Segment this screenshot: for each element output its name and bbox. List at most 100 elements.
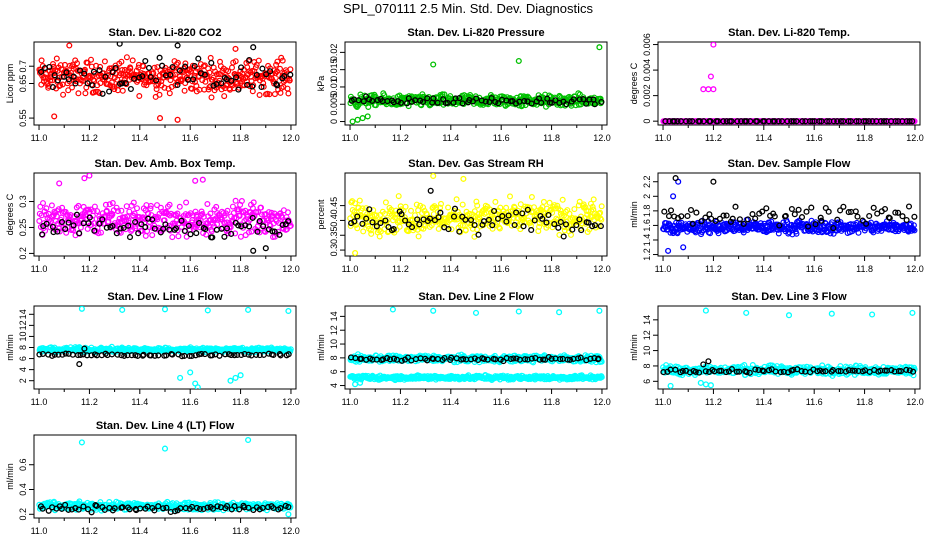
x-tick-label: 11.2 bbox=[705, 397, 722, 407]
data-point bbox=[394, 98, 401, 105]
data-point bbox=[287, 346, 294, 353]
data-point bbox=[270, 351, 277, 359]
y-tick-label: 12 bbox=[642, 330, 652, 340]
data-point bbox=[273, 61, 280, 68]
data-point bbox=[101, 58, 108, 65]
data-point bbox=[684, 212, 691, 220]
data-point bbox=[147, 73, 154, 80]
data-point bbox=[117, 225, 124, 232]
data-point bbox=[448, 226, 455, 233]
y-tick-label: 4 bbox=[329, 383, 339, 388]
data-point bbox=[830, 225, 837, 232]
data-point-outlier bbox=[227, 377, 234, 384]
data-point bbox=[401, 214, 408, 221]
data-point-outlier bbox=[81, 345, 88, 352]
data-point bbox=[140, 63, 147, 70]
y-axis-label: degrees C bbox=[5, 193, 15, 235]
data-point bbox=[95, 230, 102, 237]
data-point bbox=[365, 222, 372, 229]
data-point-outlier bbox=[177, 374, 184, 381]
data-point bbox=[385, 223, 392, 231]
data-point bbox=[576, 216, 583, 223]
data-point bbox=[206, 217, 213, 224]
y-tick-label: 10 bbox=[329, 339, 339, 349]
y-tick-label: 0.004 bbox=[642, 59, 652, 82]
data-point bbox=[771, 118, 778, 125]
data-point bbox=[803, 208, 810, 215]
data-point bbox=[582, 204, 589, 211]
x-tick-label: 11.8 bbox=[232, 133, 249, 143]
data-point bbox=[207, 83, 214, 90]
data-point bbox=[363, 215, 370, 222]
series-main bbox=[36, 42, 294, 123]
data-point-outlier bbox=[187, 369, 194, 376]
data-point bbox=[256, 91, 263, 98]
data-point bbox=[287, 66, 294, 73]
data-point bbox=[258, 83, 265, 91]
x-tick-label: 11.2 bbox=[392, 264, 409, 274]
data-point bbox=[188, 85, 195, 92]
data-point bbox=[791, 211, 798, 218]
data-point-outlier bbox=[672, 175, 679, 182]
data-point bbox=[203, 231, 210, 238]
data-point-outlier bbox=[710, 178, 717, 185]
data-point-outlier bbox=[250, 247, 257, 254]
y-tick-label: 0.4 bbox=[329, 214, 339, 227]
data-point-outlier bbox=[349, 118, 356, 125]
data-point bbox=[877, 118, 885, 125]
data-point bbox=[232, 197, 239, 204]
data-point bbox=[284, 209, 291, 216]
data-point bbox=[693, 209, 700, 216]
data-point-outlier bbox=[515, 57, 522, 65]
data-point bbox=[360, 98, 367, 105]
data-point bbox=[72, 80, 79, 87]
data-point-outlier bbox=[389, 306, 396, 313]
data-point bbox=[271, 228, 278, 235]
data-point bbox=[103, 224, 110, 231]
data-point bbox=[452, 95, 459, 102]
data-point bbox=[235, 86, 242, 93]
data-point bbox=[456, 228, 463, 235]
data-point bbox=[392, 211, 399, 218]
data-point bbox=[519, 210, 526, 217]
data-point bbox=[359, 205, 366, 212]
data-point bbox=[837, 207, 844, 214]
data-point bbox=[597, 209, 604, 216]
data-point bbox=[207, 210, 214, 217]
data-point bbox=[90, 68, 97, 75]
data-point bbox=[145, 215, 152, 222]
data-point bbox=[142, 232, 149, 239]
data-point bbox=[277, 65, 284, 72]
data-point bbox=[94, 208, 101, 215]
data-point bbox=[598, 374, 605, 381]
data-point bbox=[495, 100, 502, 107]
data-point bbox=[38, 57, 45, 64]
data-point bbox=[86, 214, 93, 221]
data-point bbox=[84, 59, 91, 66]
data-point-outlier bbox=[237, 372, 244, 379]
y-tick-label: 14 bbox=[18, 309, 28, 319]
series-reference bbox=[348, 187, 604, 240]
data-point bbox=[108, 351, 116, 358]
data-point bbox=[48, 202, 55, 209]
y-tick-label: 4 bbox=[18, 367, 28, 372]
data-point bbox=[269, 228, 276, 235]
data-point bbox=[149, 216, 156, 223]
data-point bbox=[591, 355, 598, 362]
data-point bbox=[430, 95, 437, 102]
data-point bbox=[494, 215, 502, 222]
data-point bbox=[587, 355, 594, 362]
data-point bbox=[245, 229, 252, 236]
y-tick-label: 0.35 bbox=[329, 226, 339, 244]
data-point bbox=[665, 220, 672, 227]
data-point bbox=[275, 228, 282, 235]
data-point-outlier bbox=[354, 116, 361, 123]
x-tick-label: 11.8 bbox=[232, 264, 249, 274]
data-point bbox=[209, 352, 216, 359]
data-point bbox=[213, 226, 220, 233]
data-point bbox=[415, 233, 422, 240]
data-point bbox=[241, 350, 248, 358]
data-point bbox=[130, 199, 137, 206]
data-point bbox=[228, 230, 235, 237]
data-point bbox=[151, 225, 158, 232]
